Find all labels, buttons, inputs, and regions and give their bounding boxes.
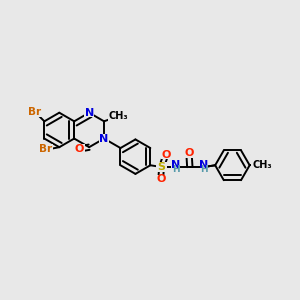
FancyBboxPatch shape bbox=[99, 134, 110, 143]
Text: H: H bbox=[200, 166, 208, 175]
Text: N: N bbox=[171, 160, 180, 170]
FancyBboxPatch shape bbox=[160, 150, 171, 159]
FancyBboxPatch shape bbox=[27, 107, 43, 117]
Text: O: O bbox=[184, 148, 194, 158]
Text: O: O bbox=[156, 174, 165, 184]
Text: N: N bbox=[199, 160, 208, 170]
FancyBboxPatch shape bbox=[37, 144, 53, 154]
Text: O: O bbox=[161, 150, 171, 160]
Text: CH₃: CH₃ bbox=[252, 160, 272, 170]
Text: Br: Br bbox=[28, 107, 41, 117]
Text: CH₃: CH₃ bbox=[108, 111, 128, 121]
FancyBboxPatch shape bbox=[107, 111, 129, 121]
FancyBboxPatch shape bbox=[155, 175, 166, 184]
FancyBboxPatch shape bbox=[171, 162, 180, 172]
Text: S: S bbox=[158, 162, 166, 172]
FancyBboxPatch shape bbox=[200, 162, 208, 172]
Text: N: N bbox=[85, 108, 94, 118]
Text: O: O bbox=[75, 144, 84, 154]
FancyBboxPatch shape bbox=[84, 108, 94, 118]
FancyBboxPatch shape bbox=[74, 144, 85, 154]
FancyBboxPatch shape bbox=[156, 162, 167, 172]
Text: N: N bbox=[99, 134, 109, 144]
FancyBboxPatch shape bbox=[251, 160, 273, 170]
Text: H: H bbox=[172, 166, 179, 175]
Text: Br: Br bbox=[39, 144, 52, 154]
FancyBboxPatch shape bbox=[184, 148, 194, 158]
